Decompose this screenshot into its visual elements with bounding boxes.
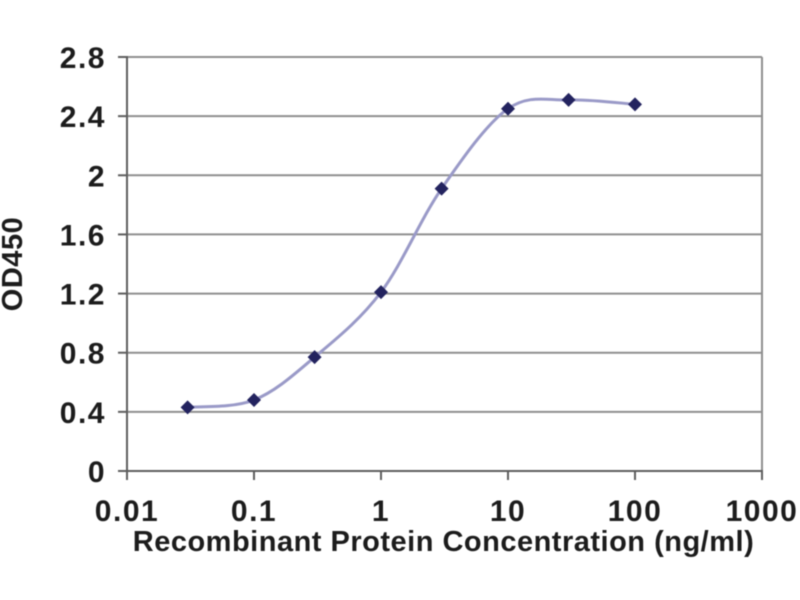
data-point-marker — [561, 92, 576, 107]
y-axis-title: OD450 — [0, 217, 29, 311]
y-tick-label: 2 — [88, 160, 106, 193]
y-tick-label: 0 — [88, 456, 106, 489]
axes-layer — [118, 56, 763, 480]
data-point-marker — [247, 393, 261, 408]
x-tick-label: 0.01 — [95, 495, 159, 528]
series-line — [187, 97, 636, 409]
y-tick-label: 1.2 — [60, 279, 106, 312]
y-tick-label: 2.4 — [60, 101, 106, 134]
data-point-marker — [501, 101, 515, 116]
y-tick-label: 2.8 — [60, 42, 106, 75]
y-tick-label: 1.6 — [60, 219, 106, 252]
series-layer — [180, 92, 642, 415]
tick-labels-layer: 0 0.4 0.8 1.2 1.6 2 2.4 2.8 0.01 0.1 1 10 100 1000 — [60, 42, 799, 528]
x-tick-label: 100 — [608, 495, 663, 528]
data-point-marker — [434, 181, 449, 196]
data-point-marker — [180, 400, 195, 415]
x-axis-title: Recombinant Protein Concentration (ng/ml… — [133, 526, 754, 558]
x-tick-label: 1 — [372, 495, 390, 528]
gridlines-layer — [127, 56, 763, 471]
data-point-marker — [628, 97, 642, 112]
x-tick-label: 10 — [490, 495, 526, 528]
data-point-marker — [374, 285, 388, 300]
x-tick-label: 0.1 — [231, 495, 277, 528]
x-tick-label: 1000 — [726, 495, 799, 528]
y-tick-label: 0.8 — [60, 338, 106, 371]
y-tick-label: 0.4 — [60, 397, 106, 430]
data-point-marker — [307, 350, 322, 365]
